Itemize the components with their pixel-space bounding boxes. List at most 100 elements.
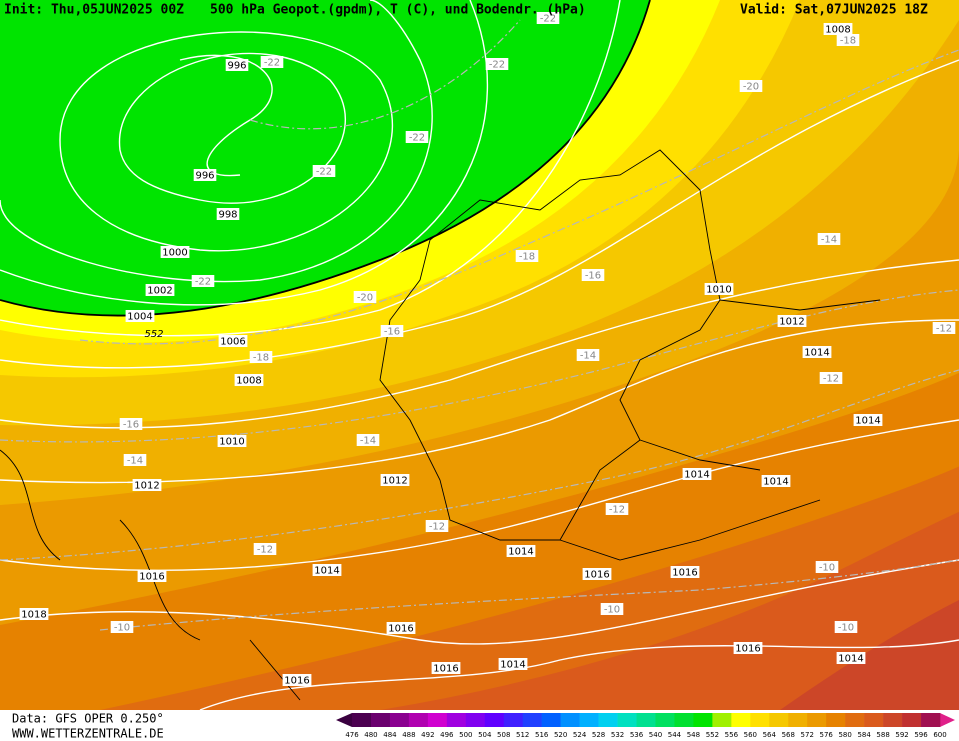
pressure-label-bg bbox=[380, 474, 410, 486]
colorbar-label: 544 bbox=[668, 731, 682, 739]
pressure-label-bg bbox=[145, 284, 175, 296]
temperature-label: -12 bbox=[609, 505, 625, 516]
temperature-label: -16 bbox=[123, 420, 139, 431]
band bbox=[780, 600, 959, 710]
isobars bbox=[0, 0, 959, 645]
temperature-label-bg bbox=[253, 543, 277, 555]
colorbar-label: 488 bbox=[402, 731, 415, 739]
colorbar-label: 508 bbox=[497, 731, 510, 739]
colorbar-label: 572 bbox=[801, 731, 814, 739]
pressure-label: 1016 bbox=[139, 572, 164, 583]
colorbar-label: 504 bbox=[478, 731, 492, 739]
colorbar-segment bbox=[674, 713, 694, 727]
colorbar-label: 560 bbox=[744, 731, 757, 739]
colorbar-label: 592 bbox=[895, 731, 908, 739]
colorbar-segment bbox=[769, 713, 789, 727]
temperature-label: -14 bbox=[360, 436, 376, 447]
colorbar-label: 584 bbox=[857, 731, 871, 739]
pressure-label: 1012 bbox=[134, 481, 159, 492]
temperature-label: -22 bbox=[264, 58, 280, 69]
pressure-label: 1016 bbox=[388, 624, 413, 635]
pressure-label: 1014 bbox=[804, 348, 829, 359]
temperature-label: -18 bbox=[840, 36, 856, 47]
pressure-label-bg bbox=[193, 169, 217, 181]
colorbar-label: 568 bbox=[782, 731, 795, 739]
pressure-label: 996 bbox=[227, 61, 246, 72]
pressure-label-bg bbox=[19, 608, 49, 620]
colorbar-label: 500 bbox=[459, 731, 472, 739]
temperature-label-bg bbox=[581, 269, 605, 281]
init-time: Init: Thu,05JUN2025 00Z bbox=[4, 3, 184, 18]
pressure-label-bg bbox=[431, 662, 461, 674]
temperature-label-bg bbox=[485, 58, 509, 70]
pressure-label-bg bbox=[802, 346, 832, 358]
temperature-label: -12 bbox=[936, 324, 952, 335]
colorbar-label: 564 bbox=[763, 731, 777, 739]
colorbar-label: 528 bbox=[592, 731, 605, 739]
pressure-label: 1016 bbox=[284, 676, 309, 687]
pressure-label: 1014 bbox=[314, 566, 339, 577]
colorbar-label: 496 bbox=[440, 731, 454, 739]
pressure-label: 996 bbox=[195, 171, 214, 182]
temperature-label: -10 bbox=[114, 623, 130, 634]
colorbar-label: 536 bbox=[630, 731, 644, 739]
pressure-label-bg bbox=[225, 59, 249, 71]
pressure-label-bg bbox=[282, 674, 312, 686]
temperature-label: -10 bbox=[838, 623, 854, 634]
valid-time: Valid: Sat,07JUN2025 18Z bbox=[740, 3, 928, 18]
colorbar-segment bbox=[484, 713, 505, 727]
temperature-label: -20 bbox=[357, 293, 373, 304]
colorbar-label: 596 bbox=[914, 731, 928, 739]
map-title: 500 hPa Geopot.(gpdm), T (C), und Bodend… bbox=[210, 3, 586, 18]
colorbar-segment bbox=[560, 713, 580, 727]
temperature-label: -22 bbox=[409, 133, 425, 144]
colorbar-segment bbox=[807, 713, 827, 727]
colorbar-label: 576 bbox=[820, 731, 834, 739]
colorbar-segment bbox=[541, 713, 561, 727]
colorbar-segment bbox=[883, 713, 903, 727]
colorbar-segment bbox=[446, 713, 467, 727]
colorbar-label: 600 bbox=[933, 731, 946, 739]
temperature-label-bg bbox=[605, 503, 629, 515]
site-url: WWW.WETTERZENTRALE.DE bbox=[12, 727, 164, 741]
colorbar-segment bbox=[352, 713, 372, 727]
colorbar-segment bbox=[845, 713, 865, 727]
colorbar-segment bbox=[731, 713, 751, 727]
temperature-label: -18 bbox=[253, 353, 269, 364]
temperature-label: -22 bbox=[316, 167, 332, 178]
pressure-label: 1018 bbox=[21, 610, 46, 621]
colorbar: 476 480 484 488 492 496 500 504 508 512 516 520 524 5… bbox=[336, 713, 955, 739]
pressure-label: 1006 bbox=[220, 337, 245, 348]
pressure-label-bg bbox=[682, 468, 712, 480]
pressure-label: 1002 bbox=[147, 286, 172, 297]
pressure-label-bg bbox=[853, 414, 883, 426]
pressure-label: 1014 bbox=[763, 477, 788, 488]
pressure-label-bg bbox=[234, 374, 264, 386]
colorbar-arrow bbox=[336, 713, 352, 727]
colorbar-label: 532 bbox=[611, 731, 624, 739]
pressure-label-bg bbox=[823, 23, 853, 35]
pressure-label-bg bbox=[582, 568, 612, 580]
pressure-label-bg bbox=[761, 475, 791, 487]
temperature-label-bg bbox=[380, 325, 404, 337]
temperature-label: -14 bbox=[127, 456, 143, 467]
pressure-label-bg bbox=[217, 435, 247, 447]
pressure-label: 1008 bbox=[236, 376, 261, 387]
temperature-label-bg bbox=[260, 56, 284, 68]
pressure-label-bg bbox=[836, 652, 866, 664]
colorbar-segment bbox=[921, 713, 941, 727]
pressure-label-bg bbox=[160, 246, 190, 258]
colorbar-label: 492 bbox=[421, 731, 434, 739]
temperature-label: -22 bbox=[540, 14, 556, 25]
colorbar-label: 476 bbox=[345, 731, 359, 739]
colorbar-segment bbox=[427, 713, 448, 727]
colorbar-segment bbox=[370, 713, 391, 727]
temperature-label-bg bbox=[600, 603, 624, 615]
temperature-label-bg bbox=[536, 12, 560, 24]
colorbar-segment bbox=[522, 713, 542, 727]
colorbar-label: 580 bbox=[838, 731, 851, 739]
pressure-label: 1016 bbox=[433, 664, 458, 675]
pressure-label-bg bbox=[125, 310, 155, 322]
colorbar-segment bbox=[826, 713, 846, 727]
